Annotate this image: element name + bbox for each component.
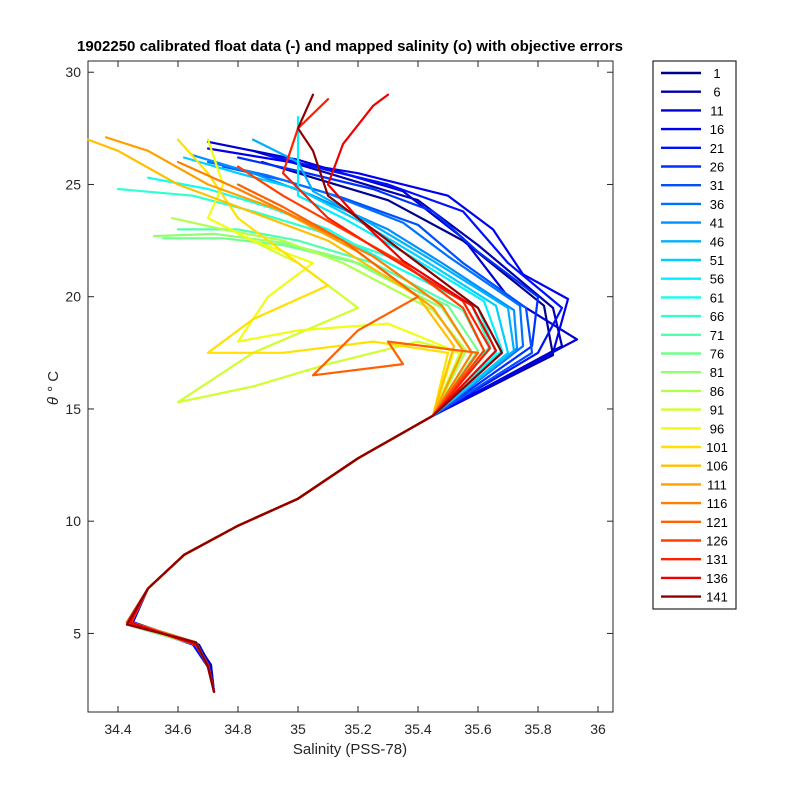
y-tick-label: 15 <box>65 401 81 417</box>
legend-label-81: 81 <box>710 365 724 380</box>
y-tick-label: 25 <box>65 176 81 192</box>
series-layer <box>86 93 579 693</box>
legend-label-76: 76 <box>710 347 724 362</box>
series-line-141 <box>125 93 504 693</box>
legend-label-86: 86 <box>710 384 724 399</box>
y-tick-label: 20 <box>65 289 81 305</box>
legend-label-126: 126 <box>706 534 728 549</box>
legend-label-91: 91 <box>710 403 724 418</box>
y-tick-label: 30 <box>65 64 81 80</box>
x-tick-label: 34.6 <box>164 721 191 737</box>
x-axis-ticks: 34.4 34.6 34.8 35 35.2 35.4 35.6 35.8 36 <box>104 61 606 737</box>
legend: 1611162126313641465156616671768186919610… <box>652 60 737 610</box>
x-tick-label: 35.4 <box>404 721 431 737</box>
legend-label-116: 116 <box>707 496 728 511</box>
chart-title: 1902250 calibrated float data (-) and ma… <box>77 38 623 55</box>
legend-label-121: 121 <box>706 515 728 530</box>
plot-area <box>87 60 614 713</box>
legend-label-26: 26 <box>710 160 724 175</box>
legend-label-21: 21 <box>710 141 724 156</box>
legend-label-56: 56 <box>710 272 724 287</box>
legend-label-61: 61 <box>710 290 724 305</box>
legend-label-131: 131 <box>706 552 728 567</box>
legend-label-6: 6 <box>713 85 720 100</box>
legend-label-141: 141 <box>706 590 728 605</box>
y-axis-label-symbol: θ <box>45 397 62 405</box>
legend-label-136: 136 <box>706 571 728 586</box>
x-tick-label: 35.8 <box>524 721 551 737</box>
x-tick-label: 35 <box>290 721 306 737</box>
legend-label-11: 11 <box>710 103 724 118</box>
x-axis-label: Salinity (PSS-78) <box>293 741 407 758</box>
legend-label-16: 16 <box>710 122 724 137</box>
y-axis-label-unit: ° C <box>45 371 62 392</box>
x-tick-label: 34.4 <box>104 721 131 737</box>
y-tick-label: 10 <box>65 513 81 529</box>
legend-label-1: 1 <box>713 66 720 81</box>
y-axis-label: θ ° C <box>45 371 62 405</box>
legend-label-71: 71 <box>710 328 724 343</box>
legend-label-51: 51 <box>710 253 724 268</box>
legend-label-111: 111 <box>707 477 727 492</box>
y-axis-ticks: 5 10 15 20 25 30 <box>65 64 613 641</box>
legend-label-96: 96 <box>710 421 724 436</box>
x-tick-label: 36 <box>590 721 606 737</box>
legend-items: 1611162126313641465156616671768186919610… <box>661 66 728 605</box>
x-tick-label: 35.6 <box>464 721 491 737</box>
legend-label-36: 36 <box>710 197 724 212</box>
legend-label-66: 66 <box>710 309 724 324</box>
legend-label-46: 46 <box>710 234 724 249</box>
legend-label-31: 31 <box>710 178 724 193</box>
legend-label-101: 101 <box>706 440 728 455</box>
x-tick-label: 34.8 <box>224 721 251 737</box>
legend-label-41: 41 <box>710 216 724 231</box>
x-tick-label: 35.2 <box>344 721 371 737</box>
y-tick-label: 5 <box>73 625 81 641</box>
legend-label-106: 106 <box>706 459 728 474</box>
